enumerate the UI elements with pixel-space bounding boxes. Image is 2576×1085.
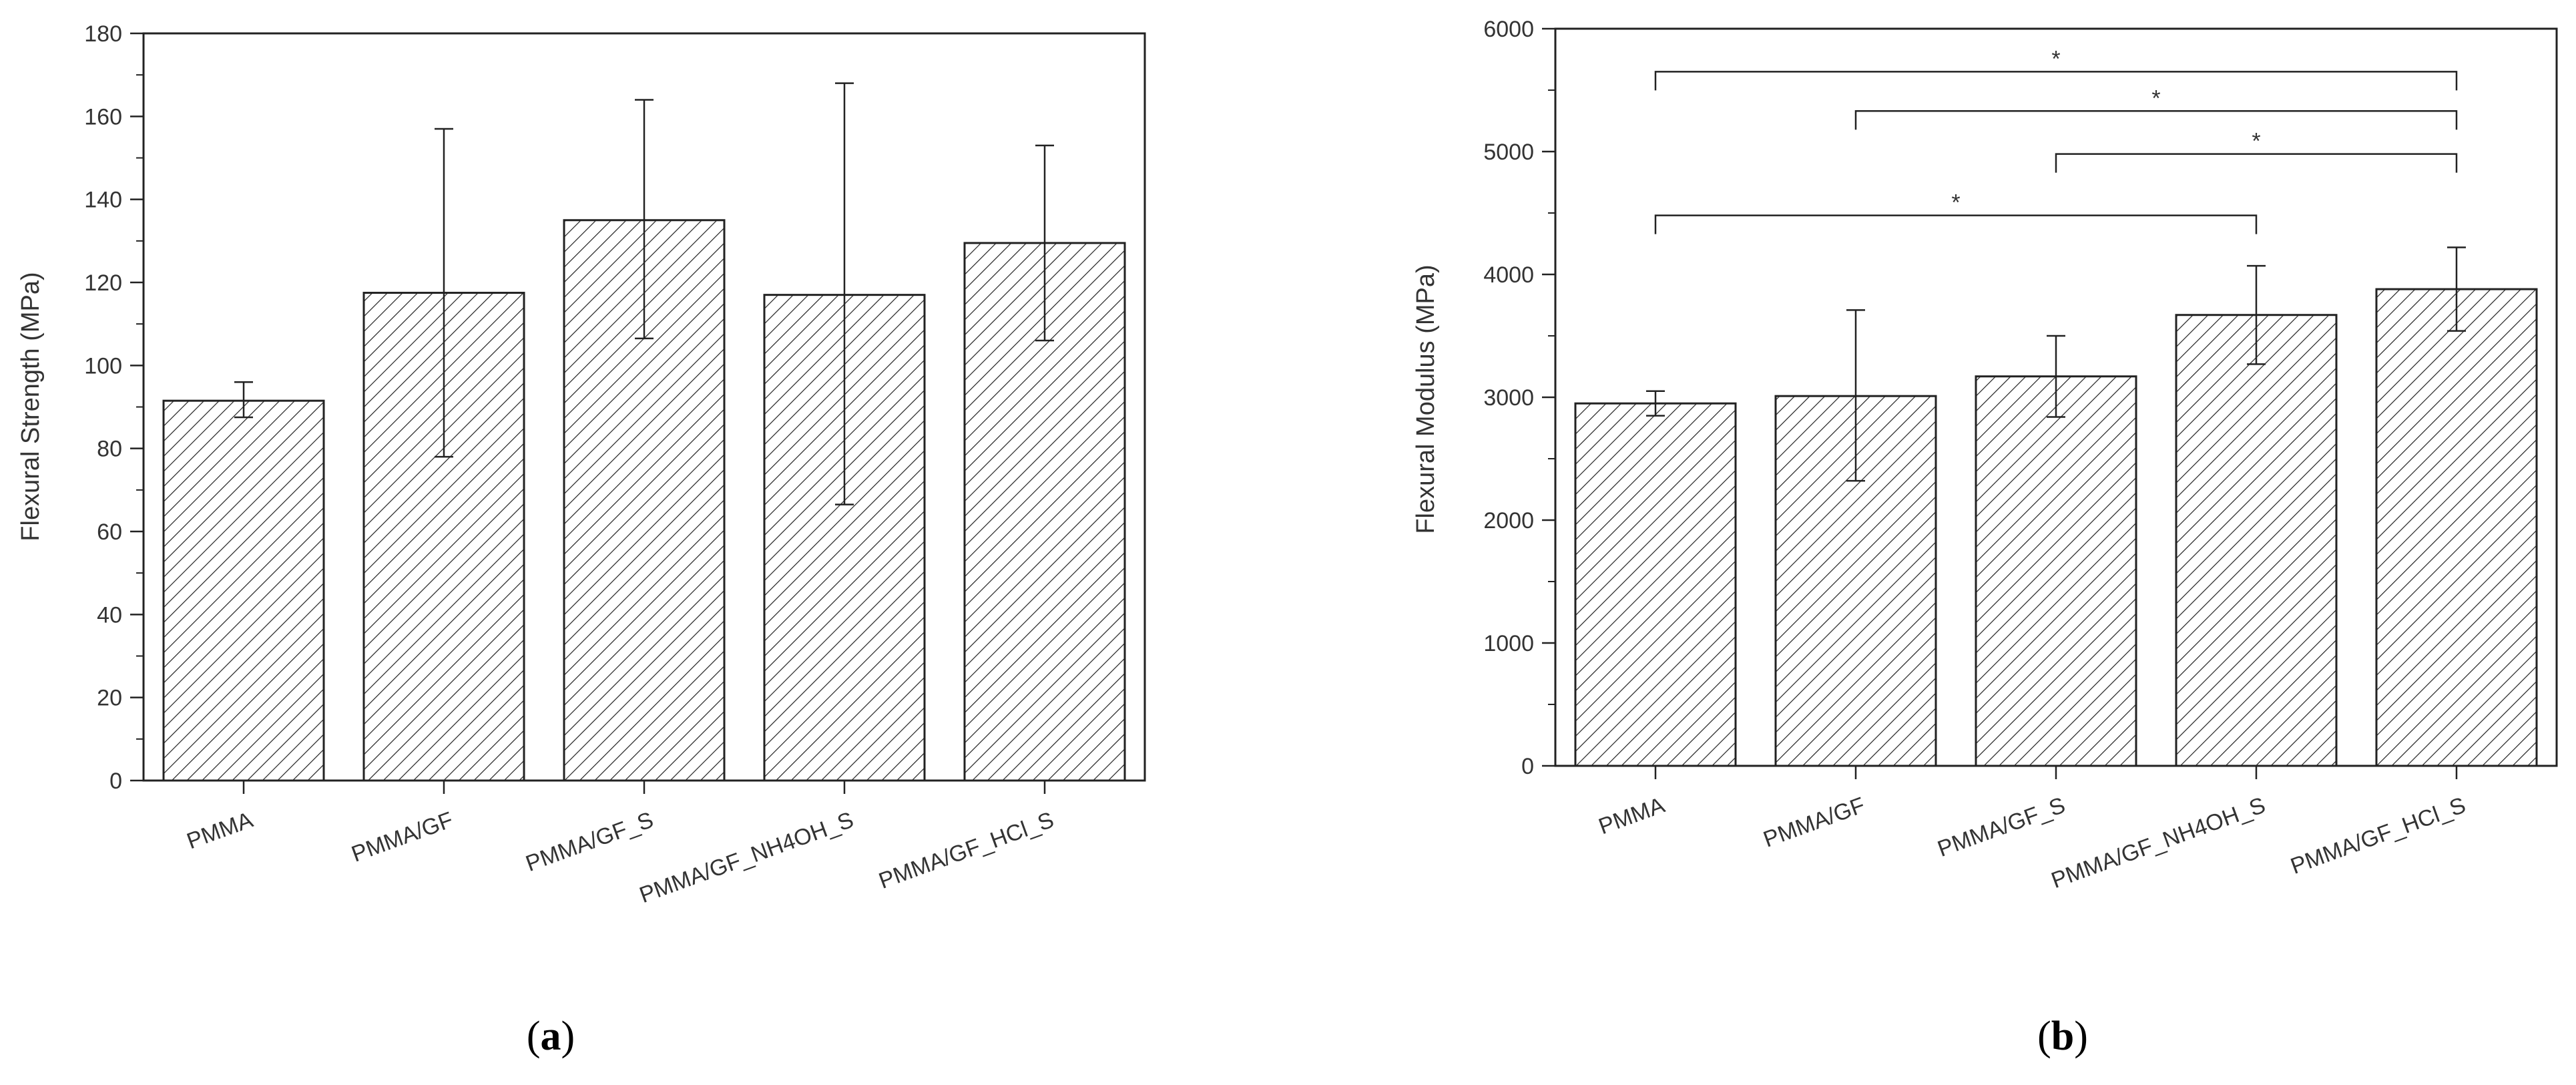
bracket-line	[2055, 153, 2458, 173]
bracket-line	[1654, 214, 2258, 234]
error-bar-series	[234, 82, 1054, 505]
panel-label-a: (a)	[527, 1014, 575, 1059]
y-tick-label: 40	[97, 602, 122, 628]
y-axis: 0 1000 2000 3000 4000 5000 6000	[1483, 17, 1555, 779]
y-tick-label: 140	[84, 188, 122, 213]
bar-pmma-gf-s	[1975, 375, 2137, 767]
y-tick-label: 0	[109, 769, 122, 794]
significance-brackets: * * * *	[1654, 46, 2458, 234]
significance-bracket: *	[1654, 46, 2458, 91]
y-tick-label: 120	[84, 270, 122, 296]
significance-bracket: *	[2055, 129, 2458, 173]
error-bar	[2247, 264, 2266, 365]
x-tick-label: PMMA/GF_S	[523, 807, 657, 877]
y-tick-label: 1000	[1483, 631, 1534, 656]
x-tick-label: PMMA	[184, 807, 256, 855]
error-bar	[1846, 309, 1865, 482]
bar-series	[1574, 288, 2538, 767]
error-bar	[234, 381, 253, 419]
y-axis: 0 20 40 60 80 100 120 140 160 180	[84, 21, 144, 794]
y-tick-label: 4000	[1483, 262, 1534, 288]
significance-mark: *	[2151, 85, 2160, 111]
x-tick-label: PMMA/GF_S	[1935, 793, 2069, 862]
significance-mark: *	[2252, 129, 2260, 154]
error-bar-series	[1646, 246, 2466, 482]
error-bar	[2447, 246, 2466, 332]
error-bar	[2047, 335, 2065, 418]
x-tick-label: PMMA/GF	[1760, 793, 1868, 853]
x-tick-label: PMMA/GF_NH4OH_S	[2048, 793, 2269, 893]
y-tick-label: 80	[97, 437, 122, 462]
x-tick-label: PMMA	[1595, 793, 1668, 840]
y-tick-label: 6000	[1483, 17, 1534, 42]
error-bar	[835, 82, 854, 505]
y-tick-label: 60	[97, 519, 122, 545]
bar-pmma-gf-nh4oh-s	[2175, 314, 2338, 767]
error-bar	[1646, 390, 1665, 417]
y-tick-label: 180	[84, 21, 122, 47]
y-tick-label: 3000	[1483, 385, 1534, 411]
y-axis-label: Flexural Strength (MPa)	[17, 272, 45, 541]
y-tick-label: 2000	[1483, 508, 1534, 533]
y-tick-label: 0	[1521, 754, 1534, 779]
significance-mark: *	[1951, 190, 1960, 216]
x-tick-label: PMMA/GF	[348, 807, 457, 867]
error-bar	[635, 99, 654, 340]
bracket-line	[1654, 71, 2458, 91]
y-tick-label: 100	[84, 353, 122, 379]
panel-label-b: (b)	[2037, 1014, 2088, 1059]
y-tick-label: 20	[97, 686, 122, 711]
bar-pmma	[1574, 402, 1737, 767]
significance-bracket: *	[1654, 190, 2258, 234]
bar-pmma	[162, 399, 325, 782]
bracket-line	[1854, 110, 2458, 130]
x-tick-label: PMMA/GF_HCl_S	[2288, 793, 2469, 879]
significance-bracket: *	[1854, 85, 2458, 130]
y-tick-label: 5000	[1483, 140, 1534, 165]
error-bar	[435, 128, 453, 458]
y-tick-label: 160	[84, 104, 122, 130]
significance-mark: *	[2051, 46, 2060, 71]
x-tick-label: PMMA/GF_HCl_S	[876, 807, 1057, 894]
x-tick-label: PMMA/GF_NH4OH_S	[636, 807, 857, 908]
error-bar	[1035, 144, 1054, 342]
bar-pmma-gf-hcl-s	[2375, 288, 2538, 767]
y-axis-label: Flexural Modulus (MPa)	[1412, 264, 1440, 533]
